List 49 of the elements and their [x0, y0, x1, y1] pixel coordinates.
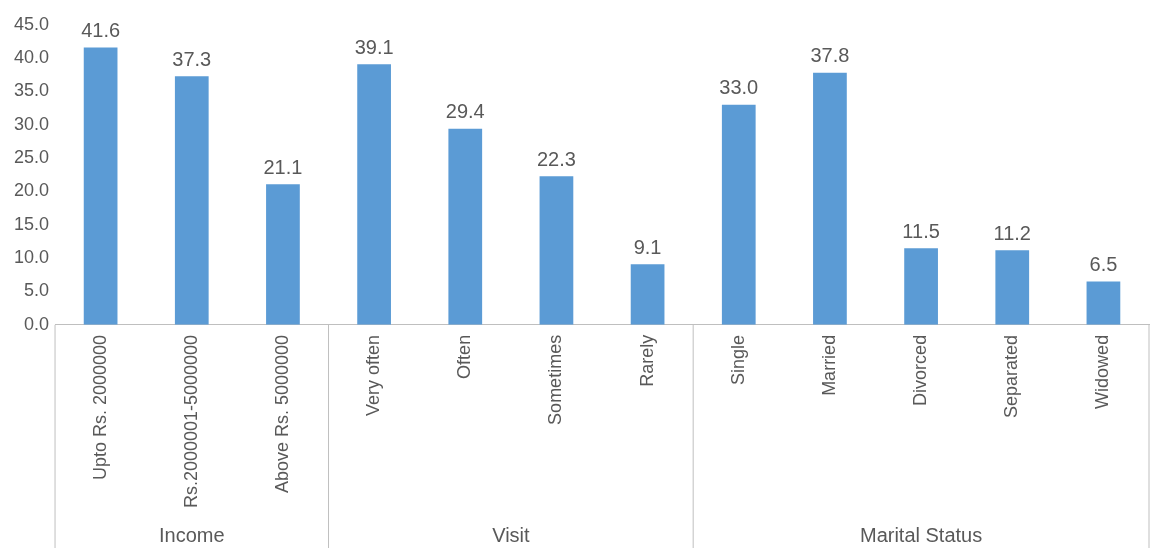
data-label: 37.8 — [810, 44, 850, 67]
y-tick-label: 35.0 — [13, 80, 50, 101]
x-tick-label: Very often — [363, 334, 384, 416]
x-tick-label: Often — [454, 334, 475, 379]
data-label: 41.6 — [81, 18, 121, 41]
y-tick-label: 25.0 — [13, 147, 50, 168]
data-label: 6.5 — [1089, 253, 1118, 276]
x-tick-label: Rarely — [636, 334, 657, 387]
y-tick-label: 45.0 — [13, 13, 50, 34]
y-tick-label: 0.0 — [24, 313, 50, 334]
y-tick-label: 5.0 — [24, 280, 50, 301]
x-tick-label: Widowed — [1092, 334, 1113, 409]
y-tick-label: 30.0 — [13, 113, 50, 134]
data-label: 39.1 — [354, 35, 394, 58]
bar — [174, 76, 209, 325]
bar — [904, 248, 938, 325]
bar — [83, 47, 118, 325]
bar — [630, 264, 665, 325]
x-tick-label: Single — [727, 334, 748, 385]
bar — [995, 250, 1030, 325]
x-tick-label: Above Rs. 5000000 — [271, 334, 292, 493]
data-label: 21.1 — [263, 155, 303, 178]
bar — [357, 64, 391, 325]
data-label: 22.3 — [536, 147, 576, 170]
data-label: 33.0 — [719, 76, 759, 99]
text: Visit — [492, 523, 531, 546]
bar — [266, 184, 300, 325]
y-tick-label: 20.0 — [13, 180, 50, 201]
y-tick-label: 10.0 — [13, 247, 50, 268]
text: Marital Status — [859, 523, 983, 546]
bar — [813, 72, 847, 325]
x-tick-label: Separated — [1001, 334, 1022, 418]
bar — [448, 128, 483, 325]
bar — [1086, 281, 1121, 325]
x-tick-label: Rs.2000001-5000000 — [180, 334, 201, 509]
x-tick-label: Married — [818, 334, 839, 396]
x-tick-label: Sometimes — [545, 334, 566, 425]
data-label: 37.3 — [172, 47, 212, 70]
data-label: 11.2 — [993, 221, 1031, 244]
bar — [721, 104, 756, 325]
data-label: 9.1 — [633, 235, 662, 258]
data-label: 11.5 — [902, 219, 940, 242]
data-label: 29.4 — [445, 100, 485, 123]
y-tick-label: 15.0 — [13, 213, 50, 234]
x-tick-label: Divorced — [910, 334, 931, 406]
text: Income — [158, 523, 225, 546]
x-tick-label: Upto Rs. 2000000 — [89, 334, 110, 480]
bar — [539, 176, 574, 325]
y-tick-label: 40.0 — [13, 47, 50, 68]
